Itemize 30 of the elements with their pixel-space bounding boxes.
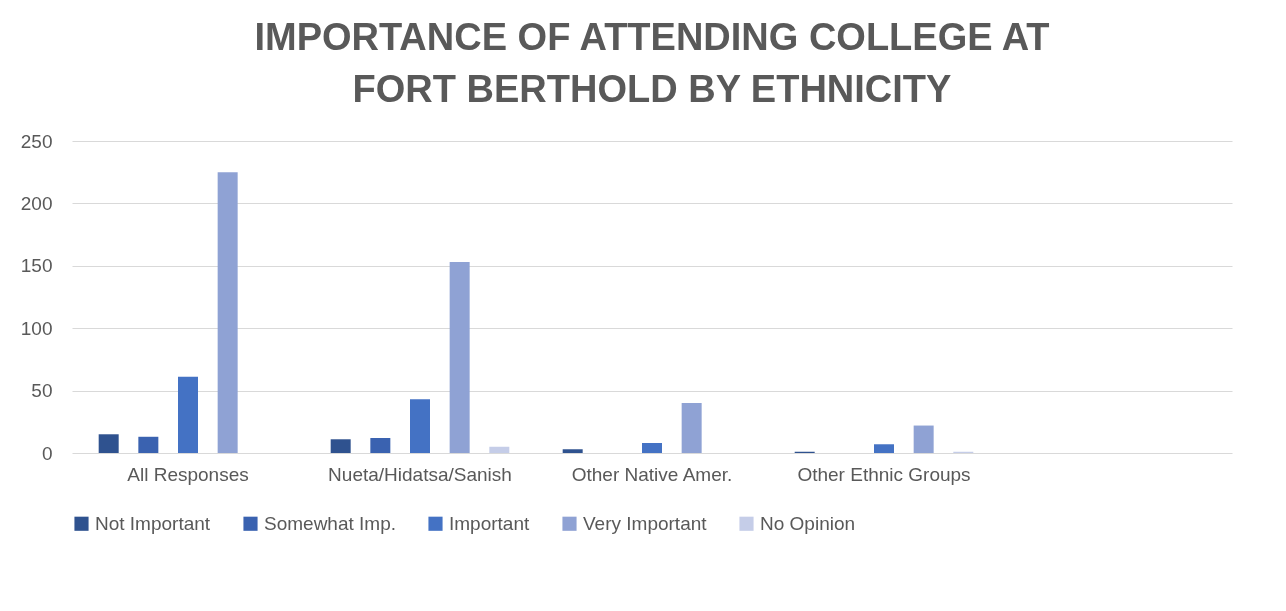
x-tick-label: Nueta/Hidatsa/Sanish	[328, 463, 512, 485]
y-tick-label: 150	[20, 255, 53, 277]
bar	[370, 438, 391, 453]
chart-title: IMPORTANCE OF ATTENDING COLLEGE AT FORT BERTHOLD BY ETHNICITY	[254, 16, 1050, 110]
bar	[913, 425, 934, 453]
y-tick-label: 50	[31, 380, 53, 402]
bar	[489, 446, 510, 453]
y-tick-label: 200	[20, 192, 53, 214]
bar	[98, 434, 119, 453]
bar	[330, 439, 351, 453]
bar	[642, 443, 662, 453]
x-tick-label: Other Native Amer.	[571, 463, 733, 485]
legend-label: No Opinion	[760, 512, 856, 534]
legend-label: Not Important	[95, 512, 211, 534]
bar	[874, 444, 894, 453]
y-tick-label: 0	[41, 442, 53, 464]
x-tick-label: All Responses	[127, 463, 249, 485]
legend-label: Very Important	[583, 512, 708, 534]
bar	[449, 262, 470, 453]
x-tick-label: Other Ethnic Groups	[797, 463, 971, 485]
bar	[410, 399, 430, 453]
bar	[562, 449, 583, 453]
legend-label: Important	[449, 512, 530, 534]
bar	[217, 172, 238, 453]
bar	[681, 403, 702, 453]
y-tick-label: 250	[20, 130, 53, 152]
bar	[178, 376, 198, 453]
bar	[138, 436, 159, 453]
legend-label: Somewhat Imp.	[264, 512, 396, 534]
y-tick-label: 100	[20, 317, 53, 339]
